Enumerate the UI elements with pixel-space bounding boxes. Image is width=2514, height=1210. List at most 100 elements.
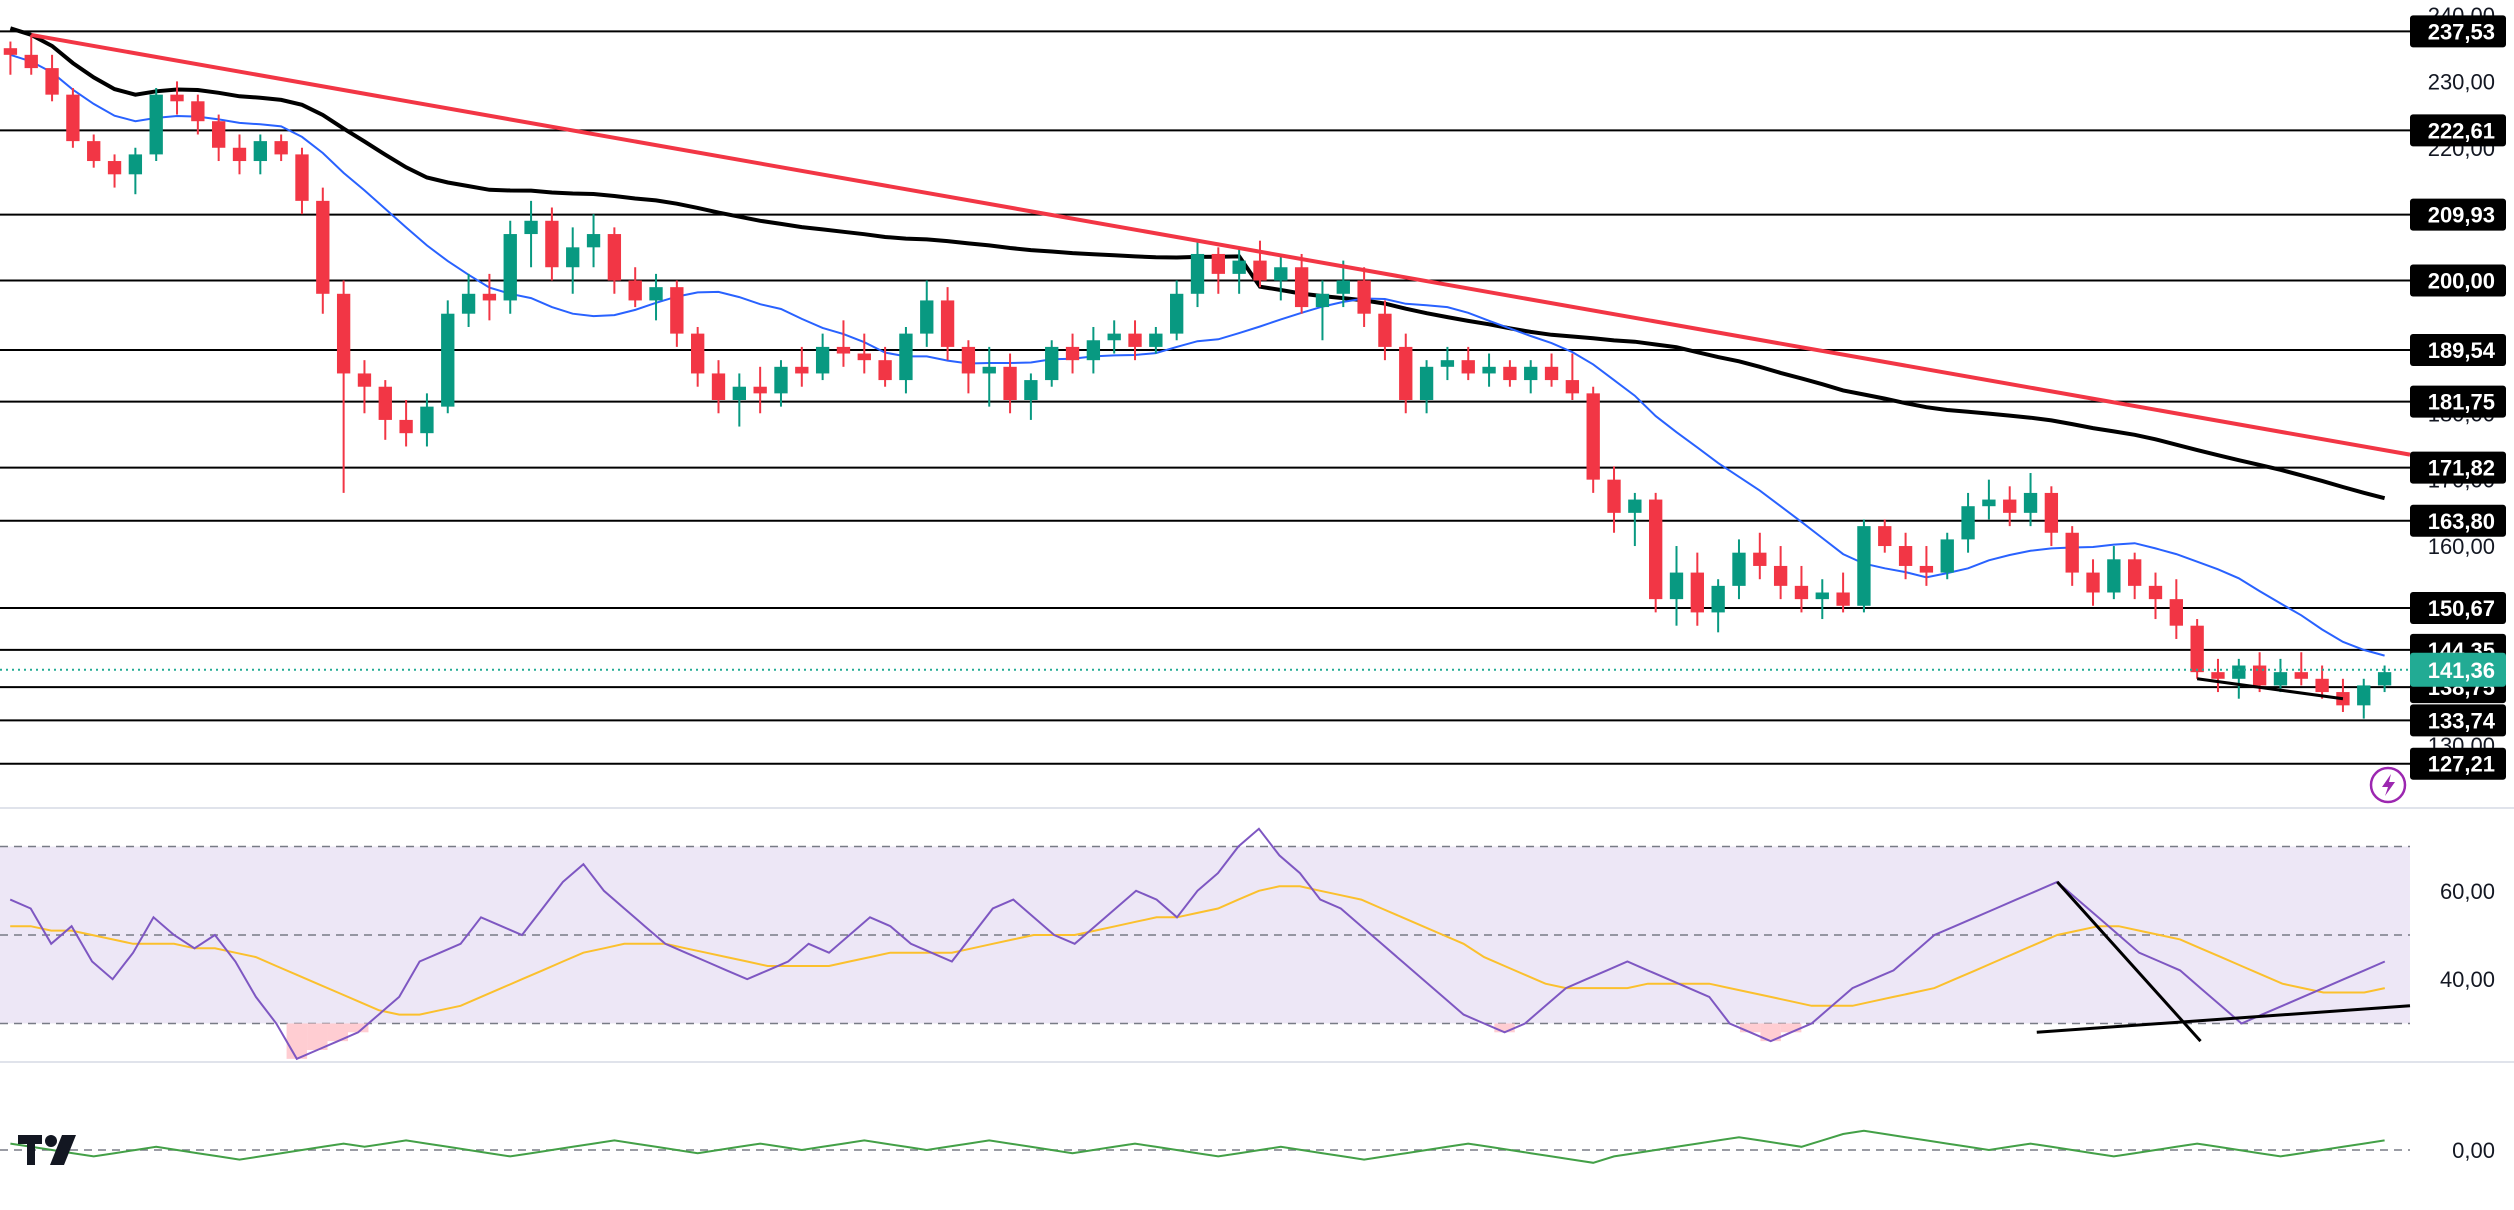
candle-body [503,234,517,301]
rsi-axis-tick: 60,00 [2440,879,2495,904]
candle-body [1690,572,1704,613]
candle-body [191,101,205,122]
candle-body [149,94,163,155]
candle-body [1878,526,1892,547]
candle-body [2232,665,2246,679]
rsi-oversold-fill [1494,1023,1515,1033]
rsi-oversold-fill [327,1023,348,1042]
candle-body [2169,599,2183,626]
candle-body [1086,340,1101,361]
rsi-pane[interactable]: 60,00 40,00 [0,827,2495,1061]
candle-body [2190,625,2204,673]
candlesticks[interactable] [3,34,2392,719]
candle-body [1232,260,1246,274]
candle-body [836,346,851,354]
candle-body [253,141,267,162]
candle-body [1753,552,1767,566]
candle-body [774,366,788,394]
level-label: 127,21 [2428,752,2495,777]
candle-body [1565,380,1580,394]
trendlines[interactable] [30,32,2411,701]
candle-body [586,234,601,248]
candle-body [316,200,330,294]
candle-body [1857,526,1871,606]
rsi-oversold-fill [1760,1023,1781,1042]
candle-body [649,287,663,301]
last-price-label-box [2410,652,2506,687]
oscillator-axis-tick: 0,00 [2452,1138,2495,1163]
candle-body [336,293,351,374]
level-label-box [2410,591,2506,624]
candle-body [1628,499,1642,513]
candle-body [857,353,871,361]
candle-body [2148,585,2163,600]
candle-body [1294,267,1309,308]
candle-body [1940,539,1954,573]
candle-body [2315,678,2329,693]
candle-body [1982,499,1996,507]
candle-body [982,366,996,374]
candle-body [940,300,955,347]
level-label: 133,74 [2428,708,2496,733]
candle-body [482,293,497,301]
candle-body [1461,360,1475,374]
candle-body [899,333,913,381]
candle-body [1128,333,1142,347]
candle-body [2252,665,2267,686]
candle-body [1961,506,1975,540]
oscillator-pane[interactable]: 0,00 [0,1129,2495,1164]
level-label-box [2410,15,2506,48]
candle-body [628,280,642,301]
candle-body [1378,313,1392,347]
candle-body [128,154,143,175]
horizontal-levels[interactable] [0,30,2410,765]
level-label: 237,53 [2428,19,2495,44]
level-labels: 237,53 222,61 209,93 200,00 189,54 181,75 171,… [2410,15,2506,780]
candle-body [1399,346,1413,400]
candle-body [2377,672,2392,686]
candle-body [1898,546,1913,566]
candle-body [24,54,38,69]
candle-body [2294,672,2308,679]
level-label: 181,75 [2428,390,2495,415]
rsi-oversold-fill [286,1023,308,1059]
candle-body [45,68,59,95]
candle-body [2023,492,2038,513]
level-label: 171,82 [2428,456,2495,481]
candle-body [107,161,122,175]
candle-body [1836,592,1850,606]
rsi-oversold-fill [1780,1023,1802,1033]
candle-body [3,48,18,55]
candle-body [420,406,434,434]
candle-body [607,234,622,281]
candle-body [1607,479,1621,513]
candle-body [524,220,538,235]
candle-body [232,147,247,162]
candle-body [1045,346,1059,381]
candle-body [1586,393,1600,480]
moving-average-blue [10,53,2385,657]
level-label-box [2410,704,2506,737]
candle-body [878,360,892,381]
lightning-icon[interactable] [2369,766,2407,804]
candle-body [1440,360,1455,367]
candle-body [2044,492,2059,533]
candle-body [378,386,392,420]
rsi-line [9,827,2386,1061]
candle-body [815,346,830,374]
candle-body [1503,366,1517,381]
candle-body [1815,592,1829,600]
level-label-box [2410,114,2506,147]
price-pane[interactable]: 240,00230,00220,00200,00190,00180,00170,… [0,3,2506,804]
candle-body [1357,280,1371,314]
rsi-ma-line [10,885,2386,1016]
candle-body [1773,565,1788,586]
candle-body [1253,260,1267,281]
candle-body [753,386,767,394]
candle-body [274,141,288,155]
level-label-box [2410,747,2506,780]
level-label: 209,93 [2428,203,2495,228]
candle-body [795,366,809,374]
tradingview-logo-icon[interactable] [18,1135,76,1165]
